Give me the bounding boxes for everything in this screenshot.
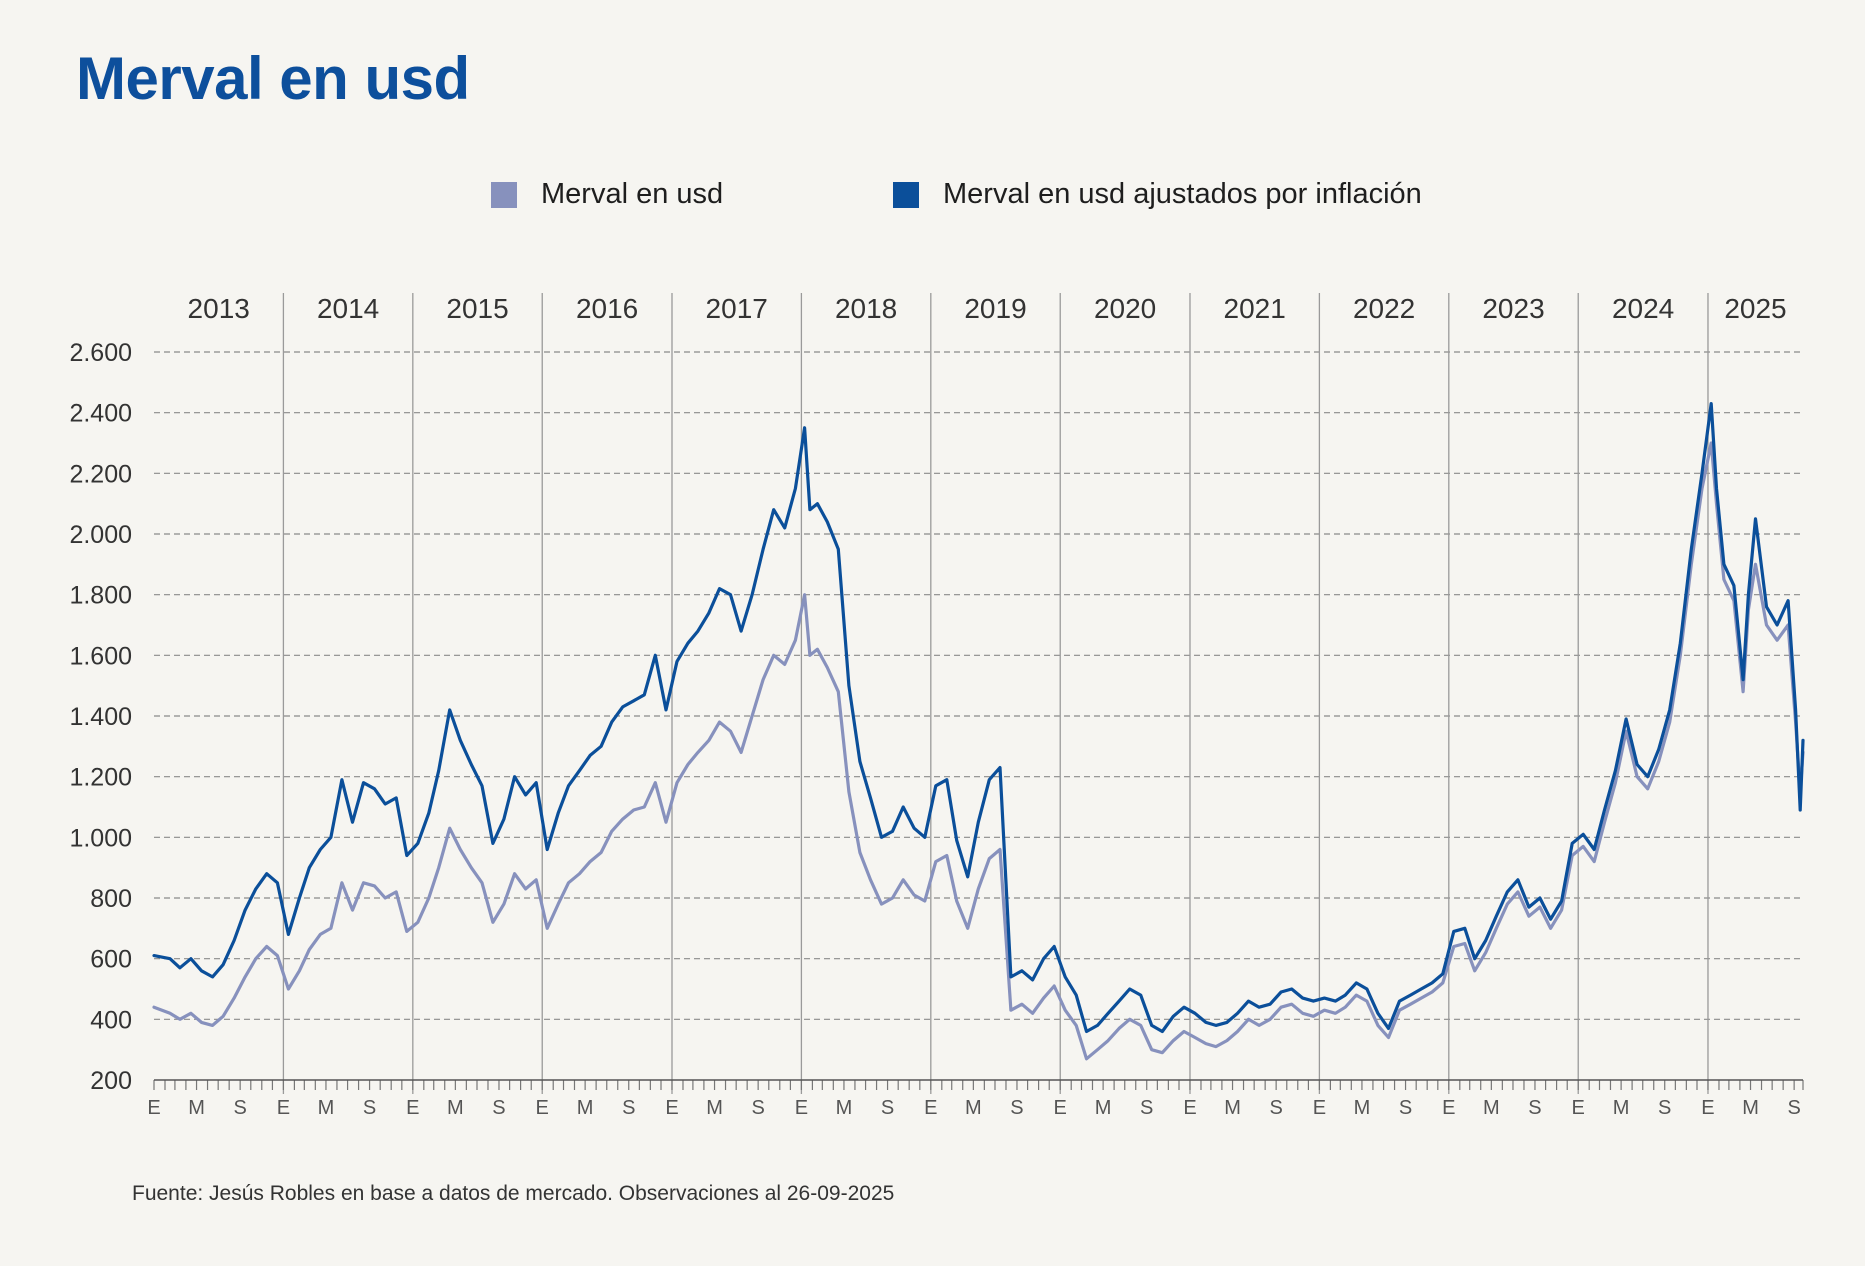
year-label: 2018: [835, 293, 897, 324]
y-tick-label: 200: [90, 1067, 132, 1095]
month-label: E: [924, 1097, 937, 1119]
month-label: M: [836, 1097, 853, 1119]
y-tick-label: 2.000: [69, 521, 132, 549]
legend-item-merval-usd: Merval en usd: [491, 178, 723, 211]
y-tick-label: 400: [90, 1006, 132, 1034]
y-tick-label: 1.400: [69, 703, 132, 731]
month-label: M: [1224, 1097, 1241, 1119]
month-label: E: [795, 1097, 808, 1119]
month-label: S: [1010, 1097, 1023, 1119]
month-label: M: [1095, 1097, 1112, 1119]
month-label: S: [1269, 1097, 1282, 1119]
month-label: S: [751, 1097, 764, 1119]
series-line-merval-usd: [152, 441, 1805, 1061]
month-label: E: [147, 1097, 160, 1119]
chart-legend: Merval en usd Merval en usd ajustados po…: [0, 178, 1865, 218]
legend-item-merval-usd-adjusted: Merval en usd ajustados por inflación: [893, 178, 1422, 211]
year-label: 2021: [1224, 293, 1286, 324]
legend-swatch-merval-usd: [491, 181, 517, 208]
year-label: 2015: [446, 293, 508, 324]
month-label: M: [1354, 1097, 1371, 1119]
month-label: M: [318, 1097, 335, 1119]
y-tick-label: 1.800: [69, 582, 132, 610]
year-label: 2014: [317, 293, 379, 324]
month-label: M: [188, 1097, 205, 1119]
month-label: M: [577, 1097, 594, 1119]
year-label: 2017: [706, 293, 768, 324]
month-label: M: [965, 1097, 982, 1119]
year-label: 2022: [1353, 293, 1415, 324]
series-line-merval-usd-adjusted: [152, 402, 1805, 1034]
month-label: M: [1613, 1097, 1630, 1119]
y-tick-label: 2.600: [69, 339, 132, 367]
legend-label-merval-usd: Merval en usd: [541, 178, 724, 210]
month-label: S: [363, 1097, 376, 1119]
year-label: 2025: [1724, 293, 1786, 324]
year-label: 2020: [1094, 293, 1156, 324]
y-tick-label: 2.200: [69, 460, 132, 488]
y-tick-label: 1.000: [69, 824, 132, 852]
month-label: E: [665, 1097, 678, 1119]
month-label: E: [1183, 1097, 1196, 1119]
month-label: E: [406, 1097, 419, 1119]
legend-label-merval-usd-adjusted: Merval en usd ajustados por inflación: [943, 178, 1422, 210]
year-label: 2019: [964, 293, 1026, 324]
month-label: E: [1701, 1097, 1714, 1119]
y-tick-label: 1.200: [69, 764, 132, 792]
month-label: S: [1140, 1097, 1153, 1119]
month-label: S: [1658, 1097, 1671, 1119]
month-label: E: [277, 1097, 290, 1119]
legend-swatch-merval-usd-adjusted: [893, 181, 919, 208]
year-label: 2013: [188, 293, 250, 324]
month-label: M: [1742, 1097, 1759, 1119]
month-label: S: [492, 1097, 505, 1119]
month-label: E: [1313, 1097, 1326, 1119]
month-label: E: [1054, 1097, 1067, 1119]
year-label: 2024: [1612, 293, 1674, 324]
month-label: M: [1483, 1097, 1500, 1119]
month-label: S: [622, 1097, 635, 1119]
y-tick-label: 800: [90, 885, 132, 913]
month-label: S: [1399, 1097, 1412, 1119]
month-label: S: [1787, 1097, 1800, 1119]
month-label: S: [881, 1097, 894, 1119]
year-label: 2016: [576, 293, 638, 324]
y-tick-label: 1.600: [69, 642, 132, 670]
month-label: E: [1442, 1097, 1455, 1119]
y-tick-label: 2.400: [69, 400, 132, 428]
month-label: M: [447, 1097, 464, 1119]
y-tick-label: 600: [90, 946, 132, 974]
source-note: Fuente: Jesús Robles en base a datos de …: [132, 1182, 895, 1205]
month-label: S: [233, 1097, 246, 1119]
month-label: E: [1572, 1097, 1585, 1119]
year-label: 2023: [1482, 293, 1544, 324]
chart-title: Merval en usd: [76, 45, 470, 112]
month-label: M: [706, 1097, 723, 1119]
month-label: E: [536, 1097, 549, 1119]
month-label: S: [1528, 1097, 1541, 1119]
